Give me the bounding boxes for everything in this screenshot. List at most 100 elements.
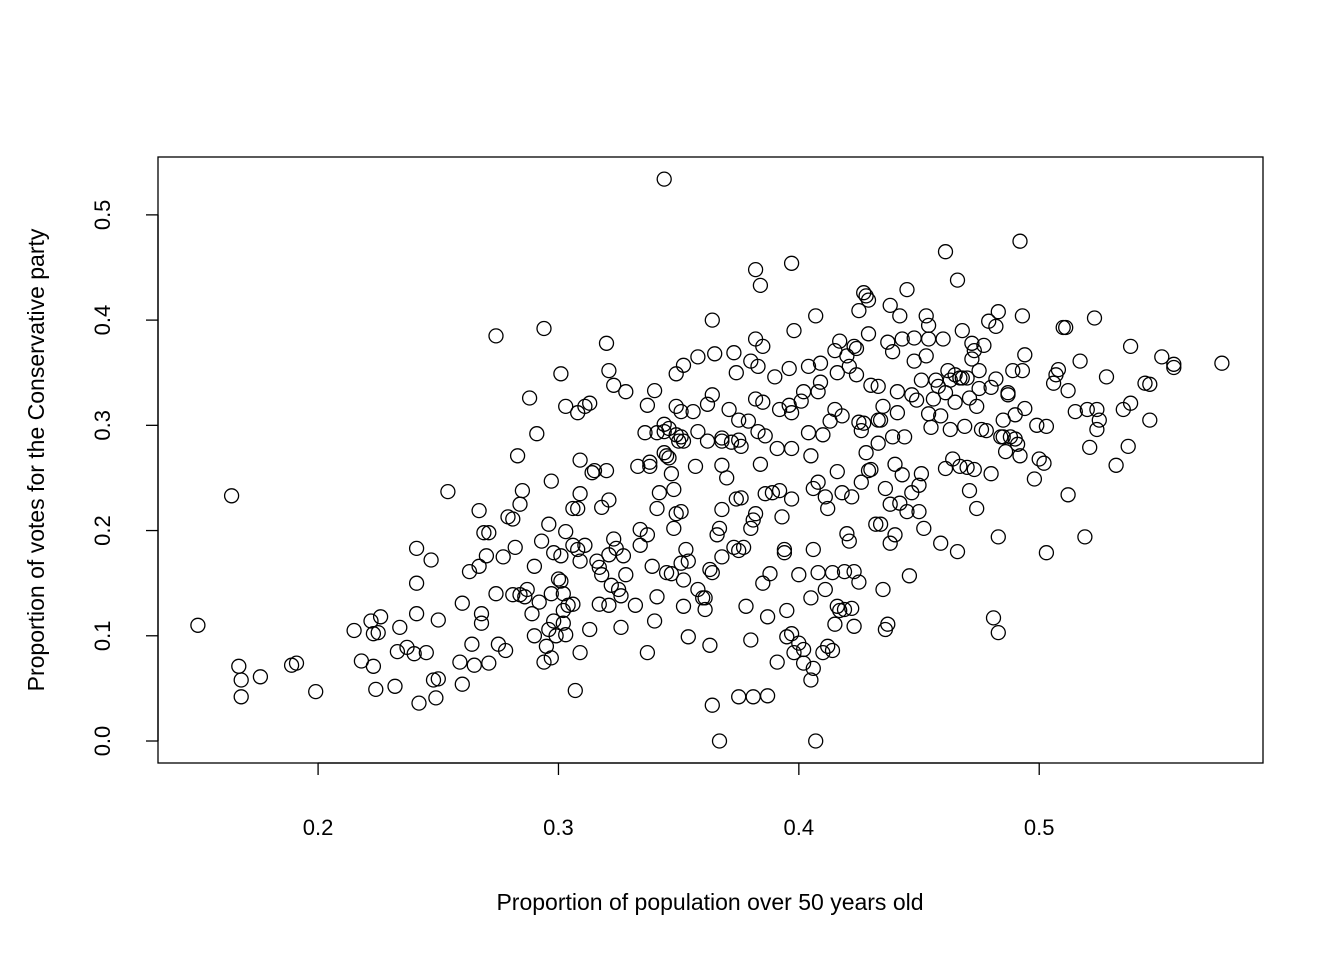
data-point — [966, 342, 982, 359]
data-point — [776, 541, 793, 558]
data-point — [815, 427, 831, 443]
data-point — [786, 322, 802, 339]
data-point — [752, 277, 769, 294]
y-tick-label: 0.3 — [90, 410, 115, 441]
data-point — [767, 369, 783, 385]
data-point — [663, 466, 680, 482]
data-point — [471, 558, 487, 574]
data-point — [651, 485, 668, 501]
data-point — [863, 377, 879, 393]
data-point — [1017, 347, 1033, 363]
data-point — [976, 337, 992, 354]
data-point — [747, 261, 764, 278]
data-point — [875, 398, 891, 415]
data-point — [923, 419, 939, 436]
data-point — [733, 438, 749, 455]
data-point — [901, 568, 918, 584]
data-point — [690, 349, 706, 365]
data-point — [572, 486, 588, 502]
data-point — [966, 461, 982, 478]
data-point — [1012, 233, 1028, 249]
data-point — [517, 589, 533, 605]
data-point — [363, 613, 379, 629]
data-point — [743, 520, 759, 537]
data-point — [558, 627, 574, 643]
data-point — [714, 549, 730, 565]
data-point — [408, 575, 425, 591]
data-point — [591, 559, 607, 576]
data-point — [853, 474, 869, 490]
data-point — [368, 681, 384, 698]
data-point — [428, 690, 444, 706]
data-point — [942, 421, 958, 438]
data-point — [637, 425, 653, 441]
y-tick-label: 0.4 — [90, 305, 115, 336]
data-point — [916, 520, 932, 537]
data-point — [646, 613, 663, 629]
data-point — [1079, 401, 1095, 418]
data-point — [750, 358, 766, 375]
data-point — [719, 470, 735, 486]
data-point — [841, 358, 857, 375]
x-tick-label: 0.2 — [303, 815, 334, 840]
data-point — [731, 542, 747, 559]
data-point — [851, 302, 867, 319]
data-point — [553, 366, 569, 382]
data-point — [954, 322, 970, 339]
data-point — [810, 564, 826, 581]
data-point — [430, 612, 446, 628]
data-point — [714, 501, 730, 518]
data-point — [810, 474, 826, 490]
data-point — [776, 545, 793, 561]
data-point — [430, 671, 446, 687]
data-point — [411, 695, 427, 711]
data-point — [1058, 319, 1074, 336]
data-point — [731, 689, 747, 705]
data-point — [820, 638, 836, 654]
plot-frame — [157, 156, 1264, 764]
data-point — [572, 553, 588, 569]
data-point — [808, 733, 824, 749]
data-point — [531, 594, 547, 610]
data-point — [726, 539, 742, 556]
data-point — [550, 571, 567, 587]
data-point — [675, 433, 692, 449]
data-point — [646, 382, 663, 399]
data-point — [757, 486, 773, 502]
data-point — [541, 516, 557, 532]
data-point — [892, 495, 908, 511]
data-point — [642, 458, 658, 475]
data-point — [699, 396, 716, 412]
data-point — [812, 374, 829, 390]
data-point — [533, 533, 550, 549]
data-point — [973, 421, 990, 438]
data-point — [1050, 361, 1067, 378]
data-point — [577, 398, 593, 415]
data-point — [887, 527, 903, 543]
data-point — [851, 574, 867, 590]
data-point — [387, 678, 403, 694]
data-point — [233, 672, 249, 688]
data-point — [892, 308, 908, 324]
data-point — [733, 490, 749, 506]
data-point — [423, 552, 439, 568]
data-point — [752, 456, 769, 472]
data-point — [707, 346, 723, 362]
data-point — [779, 602, 795, 619]
data-point — [836, 563, 853, 580]
data-point — [601, 362, 617, 379]
data-point — [370, 624, 386, 641]
y-axis: 0.0 0.1 0.2 0.3 0.4 0.5 — [90, 200, 159, 756]
data-point — [800, 358, 817, 375]
data-point — [685, 403, 701, 420]
x-tick-label: 0.3 — [543, 815, 574, 840]
data-point — [774, 509, 790, 525]
data-point — [661, 450, 677, 466]
data-point — [697, 590, 713, 606]
data-point — [606, 531, 622, 547]
data-point — [783, 255, 800, 271]
data-point — [666, 481, 682, 498]
data-point — [408, 540, 425, 557]
data-point — [1082, 439, 1098, 456]
data-point — [1120, 438, 1136, 455]
